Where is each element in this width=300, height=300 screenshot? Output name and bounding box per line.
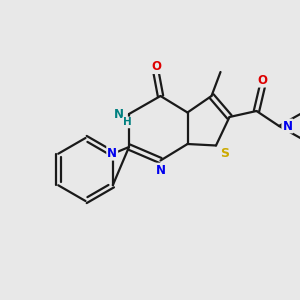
Text: O: O [257, 74, 268, 87]
Text: N: N [107, 147, 117, 160]
Text: N: N [282, 119, 292, 133]
Text: N: N [113, 107, 124, 121]
Text: S: S [220, 147, 229, 161]
Text: H: H [123, 117, 132, 128]
Text: N: N [155, 164, 166, 177]
Text: O: O [151, 60, 161, 73]
